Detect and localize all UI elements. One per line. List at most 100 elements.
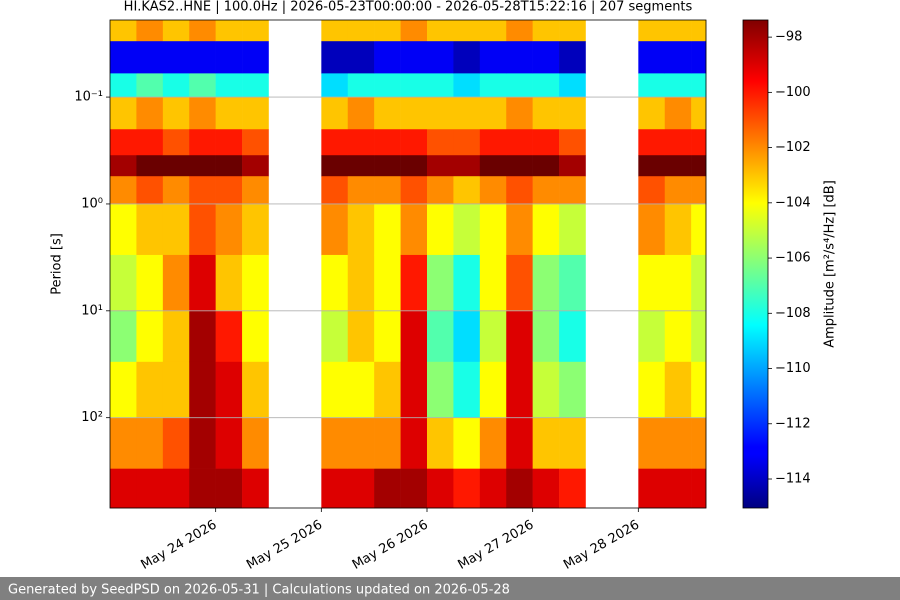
heatmap-cell — [479, 97, 507, 130]
heatmap-cell — [136, 155, 164, 177]
heatmap-cell — [506, 41, 533, 74]
heatmap-cell — [400, 41, 428, 74]
heatmap-cell — [638, 417, 666, 469]
y-axis-label: Period [s] — [50, 233, 65, 295]
heatmap-cell — [453, 155, 481, 177]
heatmap-cell — [321, 468, 349, 509]
heatmap-cell — [559, 417, 586, 469]
heatmap-cell — [638, 203, 666, 256]
heatmap-cell — [242, 176, 269, 205]
heatmap-cell — [506, 468, 533, 509]
heatmap-cell — [426, 97, 454, 130]
colorbar-tick-label: −98 — [775, 30, 802, 45]
heatmap-cell — [136, 361, 164, 418]
heatmap-cell — [638, 129, 666, 156]
heatmap-cell — [242, 20, 269, 42]
heatmap-cell — [426, 155, 454, 177]
colorbar-tick-label: −106 — [775, 251, 811, 266]
heatmap-cell — [110, 468, 137, 509]
heatmap-cell — [347, 73, 375, 98]
heatmap-cell — [189, 73, 216, 98]
heatmap-cell — [479, 361, 507, 418]
heatmap-cell — [189, 417, 216, 469]
colorbar-tick-label: −112 — [775, 416, 811, 431]
heatmap-cell — [664, 310, 692, 363]
heatmap-cell — [374, 310, 401, 363]
heatmap-cell — [162, 73, 190, 98]
heatmap-cell — [453, 20, 481, 42]
heatmap-cell — [559, 73, 586, 98]
heatmap-cell — [136, 310, 164, 363]
heatmap-cell — [110, 97, 137, 130]
heatmap-cell — [374, 203, 401, 256]
heatmap-cell — [664, 361, 692, 418]
heatmap-cell — [400, 203, 428, 256]
heatmap-cell — [242, 203, 269, 256]
heatmap-cell — [189, 20, 216, 42]
heatmap-cell — [400, 468, 428, 509]
heatmap-cell — [136, 73, 164, 98]
heatmap-cell — [347, 20, 375, 42]
heatmap-cell — [374, 129, 401, 156]
heatmap-cell — [453, 73, 481, 98]
heatmap-cell — [321, 203, 349, 256]
heatmap-cell — [638, 468, 666, 509]
heatmap-cell — [559, 97, 586, 130]
heatmap-cell — [532, 73, 560, 98]
heatmap-cell — [189, 176, 216, 205]
heatmap-cell — [532, 129, 560, 156]
heatmap-cell — [664, 468, 692, 509]
heatmap-cell — [215, 310, 243, 363]
heatmap-cell — [532, 176, 560, 205]
heatmap-cell — [374, 361, 401, 418]
heatmap-cell — [215, 176, 243, 205]
heatmap-cell — [374, 97, 401, 130]
heatmap-cell — [532, 417, 560, 469]
heatmap-cell — [321, 129, 349, 156]
heatmap-cell — [691, 129, 707, 156]
chart-title: HI.KAS2..HNE | 100.0Hz | 2026-05-23T00:0… — [124, 0, 693, 15]
heatmap-cell — [664, 41, 692, 74]
heatmap-cell — [162, 176, 190, 205]
heatmap-cell — [321, 254, 349, 312]
heatmap-cell — [691, 41, 707, 74]
heatmap-cell — [479, 129, 507, 156]
heatmap-cell — [638, 20, 666, 42]
heatmap-cell — [321, 97, 349, 130]
heatmap-cell — [532, 203, 560, 256]
heatmap-cell — [453, 417, 481, 469]
heatmap-cell — [479, 20, 507, 42]
x-tick-label: May 27 2026 — [455, 518, 536, 573]
heatmap-cell — [110, 361, 137, 418]
colorbar-label: Amplitude [m²/s⁴/Hz] [dB] — [823, 180, 838, 348]
heatmap-cell — [664, 417, 692, 469]
heatmap-cell — [242, 41, 269, 74]
heatmap-cell — [453, 97, 481, 130]
heatmap-cell — [189, 129, 216, 156]
heatmap-cell — [559, 203, 586, 256]
x-tick-label: May 26 2026 — [350, 518, 431, 573]
heatmap-cell — [242, 254, 269, 312]
heatmap-cell — [110, 73, 137, 98]
heatmap-cell — [426, 254, 454, 312]
heatmap-cell — [479, 155, 507, 177]
heatmap-cell — [506, 73, 533, 98]
heatmap-cell — [664, 73, 692, 98]
heatmap-cell — [136, 176, 164, 205]
heatmap-cell — [506, 361, 533, 418]
heatmap-cell — [426, 361, 454, 418]
heatmap-cell — [664, 129, 692, 156]
heatmap-cell — [532, 155, 560, 177]
heatmap-cell — [559, 176, 586, 205]
heatmap-cell — [426, 20, 454, 42]
heatmap-cell — [136, 468, 164, 509]
heatmap-cell — [559, 310, 586, 363]
heatmap-cell — [110, 176, 137, 205]
heatmap-cell — [453, 361, 481, 418]
heatmap-cell — [347, 417, 375, 469]
heatmap-cell — [110, 129, 137, 156]
heatmap-cell — [400, 417, 428, 469]
heatmap-cell — [374, 41, 401, 74]
heatmap-cell — [347, 310, 375, 363]
heatmap-cell — [321, 310, 349, 363]
